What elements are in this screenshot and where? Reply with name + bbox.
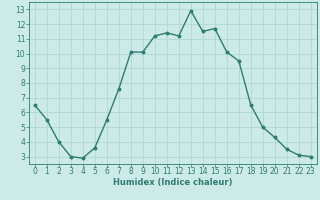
X-axis label: Humidex (Indice chaleur): Humidex (Indice chaleur)	[113, 178, 233, 187]
